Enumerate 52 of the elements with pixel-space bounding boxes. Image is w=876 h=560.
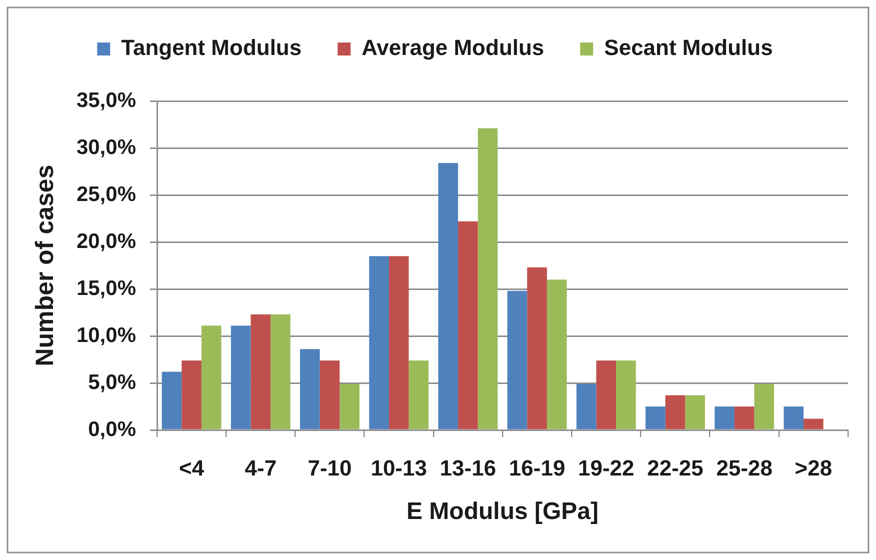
bar xyxy=(408,360,429,430)
bar xyxy=(250,314,271,430)
bar xyxy=(616,360,636,430)
y-tick-label: 10,0% xyxy=(76,324,136,347)
bar xyxy=(320,360,340,430)
bar xyxy=(754,384,774,430)
bar xyxy=(576,384,596,430)
bar xyxy=(388,256,409,430)
bar xyxy=(201,326,222,430)
y-tick-label: 0,0% xyxy=(88,418,136,441)
y-tick-label: 15,0% xyxy=(76,276,136,300)
bar xyxy=(270,314,290,430)
bar xyxy=(804,418,824,430)
x-tick-label: 19-22 xyxy=(578,455,634,480)
bar xyxy=(458,221,478,430)
bar xyxy=(527,267,547,430)
bar xyxy=(340,384,360,430)
legend-label: Tangent Modulus xyxy=(121,35,302,60)
x-tick-label: 4-7 xyxy=(244,455,277,480)
y-tick-label: 35,0% xyxy=(76,88,136,112)
legend-label: Secant Modulus xyxy=(604,35,773,60)
x-tick-label: 16-19 xyxy=(508,455,566,480)
bar xyxy=(438,163,458,430)
bar xyxy=(784,406,804,430)
x-tick-label: 22-25 xyxy=(647,455,704,480)
x-tick-label: 25-28 xyxy=(716,455,772,480)
y-tick-label: 30,0% xyxy=(76,136,136,159)
bar xyxy=(230,326,251,430)
bar xyxy=(734,406,754,430)
bar xyxy=(478,128,498,430)
bar xyxy=(507,290,528,430)
bar xyxy=(182,360,202,430)
x-tick-label: >28 xyxy=(794,455,832,480)
y-axis-title: Number of cases xyxy=(30,164,59,366)
bar xyxy=(685,395,705,430)
bar xyxy=(665,395,686,430)
bar xyxy=(714,406,734,430)
y-tick-label: 20,0% xyxy=(76,230,136,253)
bar xyxy=(369,256,389,430)
y-tick-label: 5,0% xyxy=(88,370,136,394)
x-tick-label: 10-13 xyxy=(370,455,427,480)
x-tick-label: 7-10 xyxy=(308,455,352,480)
bar xyxy=(646,406,666,430)
legend-label: Average Modulus xyxy=(362,35,544,60)
bar xyxy=(546,280,567,430)
bar xyxy=(162,372,182,430)
bar xyxy=(596,360,616,430)
x-tick-label: <4 xyxy=(179,455,205,480)
x-axis-title: E Modulus [GPa] xyxy=(406,498,598,526)
bar xyxy=(300,349,320,430)
y-tick-label: 25,0% xyxy=(76,182,136,206)
x-tick-label: 13-16 xyxy=(440,455,496,480)
